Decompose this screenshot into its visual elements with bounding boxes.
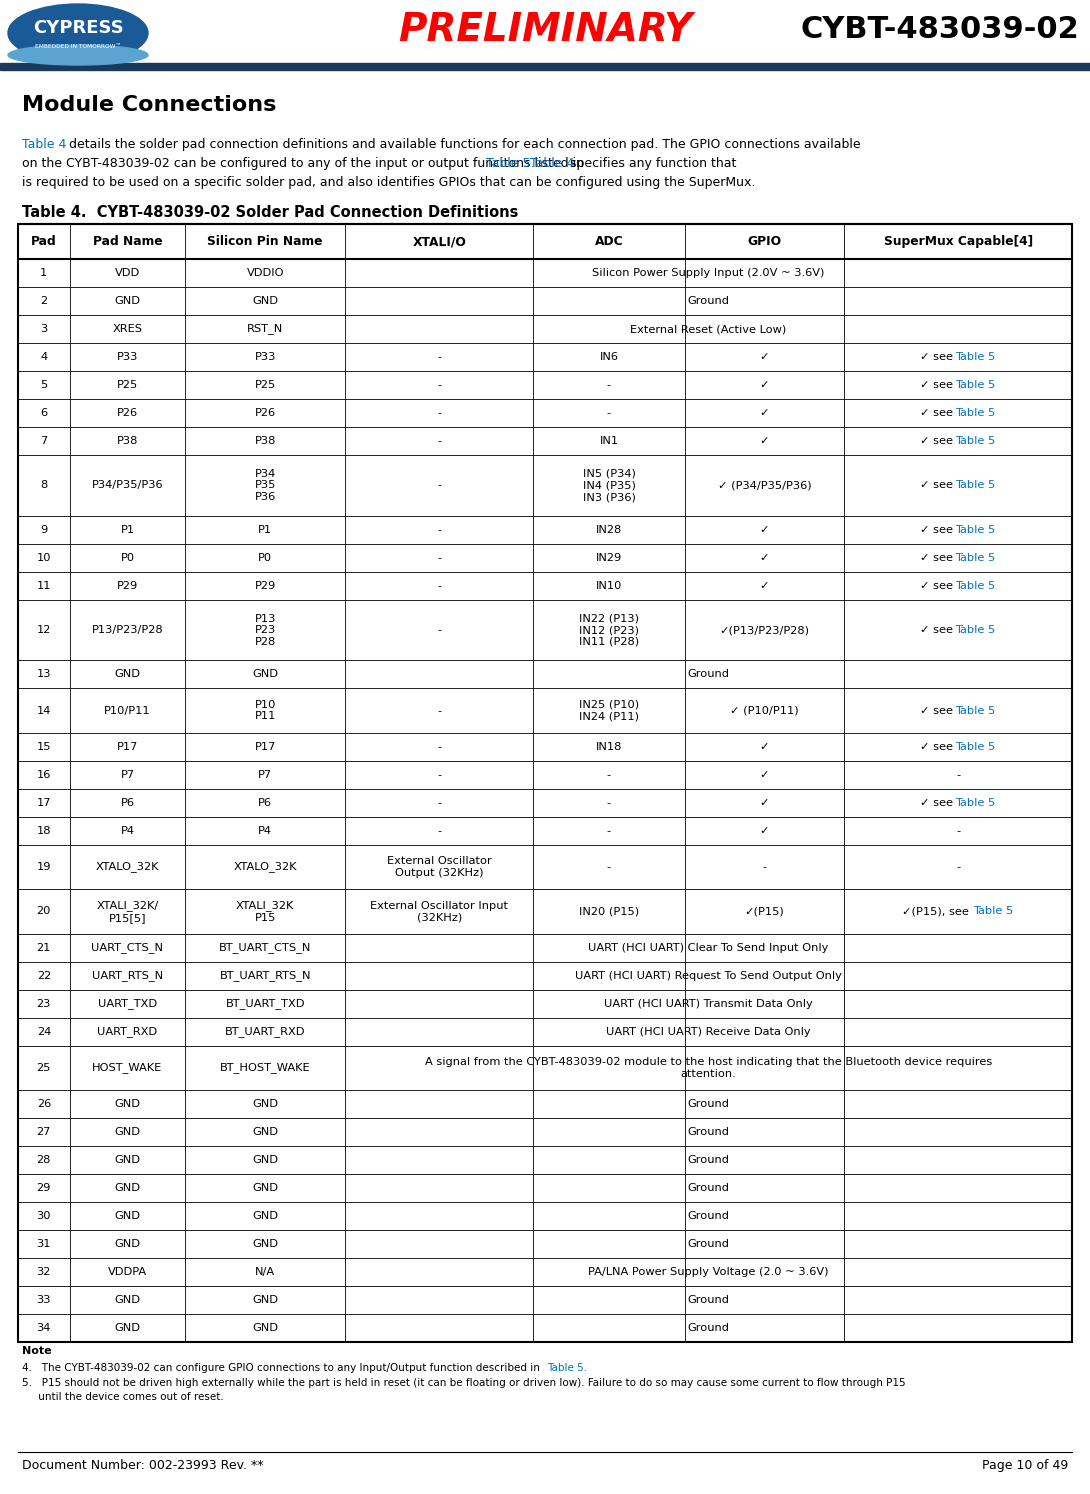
Text: -: - (437, 481, 441, 490)
Text: GND: GND (252, 1100, 278, 1109)
Text: -: - (956, 769, 960, 780)
Text: VDD: VDD (114, 267, 141, 278)
Text: 24: 24 (37, 1026, 51, 1037)
Text: -: - (437, 624, 441, 635)
Text: Table 5: Table 5 (955, 524, 995, 535)
Text: P38: P38 (255, 436, 276, 447)
Text: -: - (607, 798, 611, 808)
Text: 28: 28 (37, 1155, 51, 1165)
Text: GND: GND (114, 1295, 141, 1304)
Text: -: - (437, 826, 441, 835)
Text: P1: P1 (258, 524, 272, 535)
Text: Page 10 of 49: Page 10 of 49 (982, 1460, 1068, 1472)
Text: -: - (607, 769, 611, 780)
Text: 31: 31 (37, 1239, 51, 1249)
Text: IN5 (P34)
IN4 (P35)
IN3 (P36): IN5 (P34) IN4 (P35) IN3 (P36) (582, 469, 635, 502)
Text: P25: P25 (117, 379, 138, 390)
Text: XTALO_32K: XTALO_32K (233, 862, 296, 872)
Bar (19, 224, 1071, 1342)
Text: Silicon Pin Name: Silicon Pin Name (207, 235, 323, 248)
Text: GND: GND (252, 1155, 278, 1165)
Text: 11: 11 (37, 581, 51, 590)
Text: 13: 13 (37, 669, 51, 680)
Text: IN1: IN1 (600, 436, 618, 447)
Text: Document Number: 002-23993 Rev. **: Document Number: 002-23993 Rev. ** (22, 1460, 264, 1472)
Text: N/A: N/A (255, 1267, 276, 1277)
Text: 21: 21 (37, 943, 51, 953)
Text: Table 5: Table 5 (955, 379, 995, 390)
Text: UART (HCI UART) Clear To Send Input Only: UART (HCI UART) Clear To Send Input Only (589, 943, 828, 953)
Text: P7: P7 (258, 769, 272, 780)
Text: 4: 4 (40, 353, 47, 362)
Text: GND: GND (114, 1183, 141, 1192)
Text: -: - (763, 862, 766, 872)
Text: 23: 23 (37, 998, 51, 1008)
Text: GND: GND (114, 1324, 141, 1333)
Text: Table 5: Table 5 (955, 408, 995, 418)
Text: -: - (437, 408, 441, 418)
Ellipse shape (8, 45, 148, 66)
Text: P1: P1 (120, 524, 134, 535)
Text: VDDPA: VDDPA (108, 1267, 147, 1277)
Text: ✓ see: ✓ see (920, 743, 956, 751)
Text: P38: P38 (117, 436, 138, 447)
Text: CYPRESS: CYPRESS (33, 19, 123, 37)
Text: GND: GND (114, 1155, 141, 1165)
Text: ✓: ✓ (760, 769, 770, 780)
Text: -: - (437, 581, 441, 590)
Text: Ground: Ground (688, 1239, 729, 1249)
Text: 6: 6 (40, 408, 47, 418)
Text: Table 4: Table 4 (22, 137, 66, 151)
Text: ✓: ✓ (760, 379, 770, 390)
Text: 5: 5 (40, 379, 48, 390)
Bar (0, 0, 1090, 69)
Text: GND: GND (252, 296, 278, 306)
Text: 5.   P15 should not be driven high externally while the part is held in reset (i: 5. P15 should not be driven high externa… (22, 1377, 906, 1388)
Text: -: - (437, 798, 441, 808)
Text: GND: GND (252, 1295, 278, 1304)
Text: 3: 3 (40, 324, 48, 335)
Text: P25: P25 (255, 379, 276, 390)
Text: 30: 30 (37, 1212, 51, 1221)
Text: UART_TXD: UART_TXD (98, 998, 157, 1008)
Text: 20: 20 (37, 907, 51, 916)
Text: P29: P29 (117, 581, 138, 590)
Text: Table 5: Table 5 (973, 907, 1014, 916)
Text: BT_UART_RTS_N: BT_UART_RTS_N (219, 970, 311, 982)
Text: GND: GND (252, 1324, 278, 1333)
Text: ✓ (P34/P35/P36): ✓ (P34/P35/P36) (717, 481, 811, 490)
Text: GND: GND (114, 296, 141, 306)
Text: BT_UART_TXD: BT_UART_TXD (226, 998, 305, 1008)
Text: P10
P11: P10 P11 (255, 699, 276, 722)
Text: GND: GND (252, 1183, 278, 1192)
Text: P29: P29 (255, 581, 276, 590)
Text: P26: P26 (117, 408, 138, 418)
Text: GND: GND (114, 1100, 141, 1109)
Text: P6: P6 (121, 798, 134, 808)
Text: P0: P0 (120, 553, 134, 563)
Text: Table 5: Table 5 (955, 353, 995, 362)
Text: -: - (607, 408, 611, 418)
Text: Table 5: Table 5 (955, 553, 995, 563)
Text: IN25 (P10)
IN24 (P11): IN25 (P10) IN24 (P11) (579, 699, 639, 722)
Text: ✓: ✓ (760, 524, 770, 535)
Text: -: - (956, 862, 960, 872)
Text: External Reset (Active Low): External Reset (Active Low) (630, 324, 787, 335)
Text: 1: 1 (40, 267, 48, 278)
Text: P4: P4 (121, 826, 134, 835)
Text: P33: P33 (255, 353, 276, 362)
Text: GND: GND (252, 669, 278, 680)
Text: 15: 15 (37, 743, 51, 751)
Text: ✓ see: ✓ see (920, 353, 956, 362)
Text: Table 5: Table 5 (955, 743, 995, 751)
Text: GND: GND (252, 1239, 278, 1249)
Text: XTALI/O: XTALI/O (412, 235, 467, 248)
Text: ✓ see: ✓ see (920, 524, 956, 535)
Text: 8: 8 (40, 481, 48, 490)
Text: P17: P17 (117, 743, 138, 751)
Text: Ground: Ground (688, 1155, 729, 1165)
Text: P13/P23/P28: P13/P23/P28 (92, 624, 164, 635)
Text: ✓(P13/P23/P28): ✓(P13/P23/P28) (719, 624, 810, 635)
Text: UART (HCI UART) Receive Data Only: UART (HCI UART) Receive Data Only (606, 1026, 811, 1037)
Text: ✓ see: ✓ see (920, 379, 956, 390)
